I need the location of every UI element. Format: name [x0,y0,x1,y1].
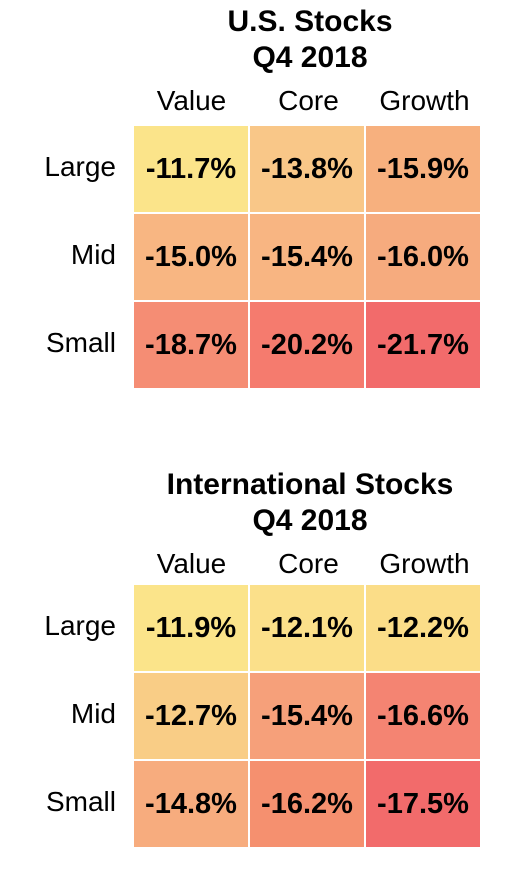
heatmap-cell-large-growth: -12.2% [366,585,480,671]
chart-title: U.S. Stocks [227,5,393,38]
heatmap-cell-mid-core: -15.4% [250,673,364,759]
heatmap-cell-small-growth: -21.7% [366,302,480,388]
column-label-growth: Growth [379,548,470,579]
column-label-value: Value [156,85,227,116]
row-label-large: Large [44,610,116,641]
chart-title: International Stocks [166,468,454,501]
heatmap-cell-small-core: -16.2% [250,761,364,847]
column-label-core: Core [278,85,339,116]
column-label-value: Value [156,548,227,579]
column-label-growth: Growth [379,85,470,116]
heatmap-cell-mid-growth: -16.0% [366,214,480,300]
heatmap-cell-mid-value: -15.0% [134,214,248,300]
heatmap-cell-small-core: -20.2% [250,302,364,388]
chart-subtitle: Q4 2018 [252,504,368,537]
heatmap-cell-small-value: -18.7% [134,302,248,388]
heatmap-cell-large-value: -11.7% [134,126,248,212]
column-label-core: Core [278,548,339,579]
chart-subtitle: Q4 2018 [252,41,368,74]
heatmap-cell-large-core: -13.8% [250,126,364,212]
row-label-small: Small [45,327,116,358]
heatmap-cell-mid-growth: -16.6% [366,673,480,759]
row-label-mid: Mid [70,698,116,729]
row-label-mid: Mid [70,239,116,270]
heatmap-cell-mid-core: -15.4% [250,214,364,300]
heatmap-cell-mid-value: -12.7% [134,673,248,759]
heatmap-cell-large-value: -11.9% [134,585,248,671]
heatmap-cell-large-core: -12.1% [250,585,364,671]
heatmap-cell-large-growth: -15.9% [366,126,480,212]
heatmap-cell-small-value: -14.8% [134,761,248,847]
row-label-small: Small [45,786,116,817]
row-label-large: Large [44,151,116,182]
heatmap-cell-small-growth: -17.5% [366,761,480,847]
